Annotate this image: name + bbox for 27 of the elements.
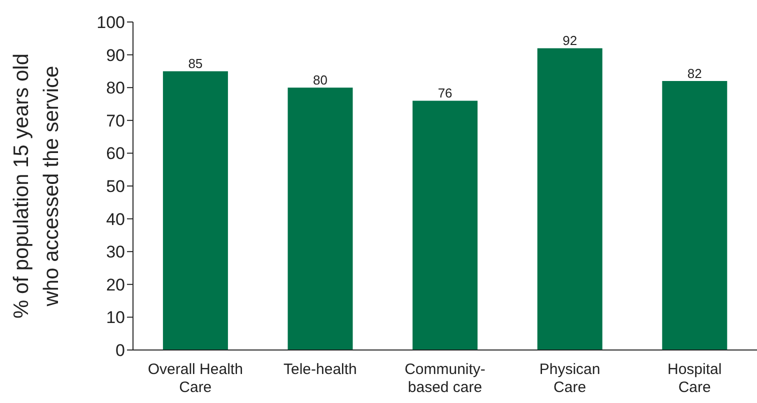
- data-label: 92: [562, 33, 578, 48]
- x-tick-label: Community-based care: [404, 361, 486, 396]
- x-tick-label: Overall Health Care: [148, 361, 243, 396]
- y-tick-label: 30: [106, 242, 125, 262]
- x-tick-label: Hospital Care: [668, 361, 722, 396]
- bar: [162, 71, 228, 350]
- y-tick-label: 70: [106, 111, 125, 130]
- y-tick-label: 90: [106, 46, 125, 65]
- y-tick-label: 60: [106, 144, 125, 164]
- y-tick-label: 40: [106, 210, 125, 229]
- y-axis-title: % of population 15 years old who accessed the service: [10, 53, 63, 319]
- y-tick-label: 10: [106, 308, 125, 328]
- bar: [288, 88, 353, 350]
- bar: [662, 81, 728, 350]
- data-label: 82: [687, 66, 702, 82]
- bar: [412, 100, 478, 350]
- y-tick-label: 0: [116, 341, 125, 360]
- data-label: 85: [188, 56, 203, 72]
- x-tick-label: Physican Care: [539, 361, 600, 396]
- x-tick-label: Tele-health: [284, 361, 357, 378]
- data-label: 80: [313, 72, 328, 88]
- y-tick-label: 20: [106, 275, 125, 294]
- bar: [537, 48, 602, 350]
- data-label: 76: [438, 86, 452, 101]
- y-tick-label: 100: [96, 13, 125, 32]
- y-tick-label: 80: [106, 78, 125, 98]
- y-tick-label: 50: [106, 177, 125, 196]
